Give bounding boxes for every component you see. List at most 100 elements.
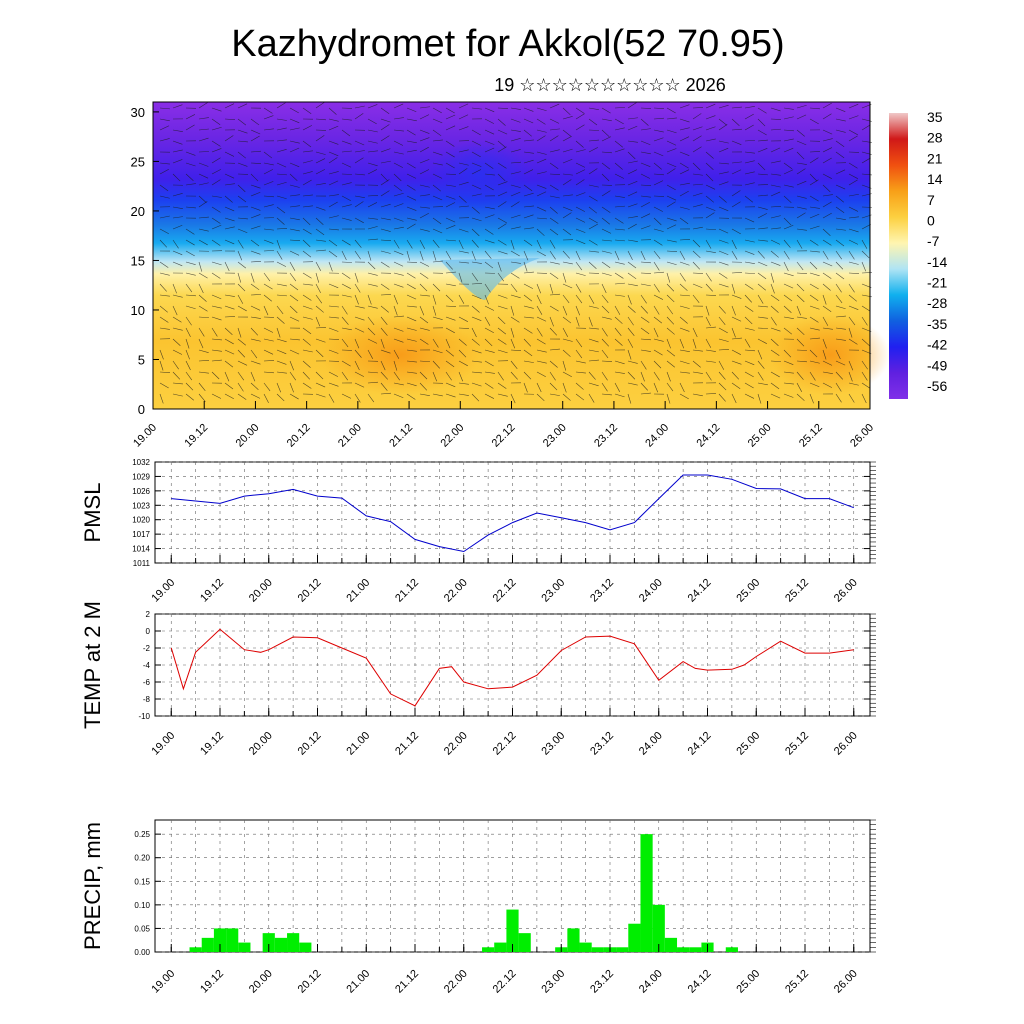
- wind-barb: [302, 160, 313, 164]
- wind-barb: [562, 116, 573, 120]
- wind-barb: [536, 191, 547, 197]
- wind-barb: [484, 184, 494, 191]
- wind-barb: [744, 106, 755, 109]
- wind-barb: [861, 239, 868, 249]
- wind-barb: [835, 371, 843, 380]
- wind-barb: [419, 129, 430, 134]
- wind-barb: [406, 261, 417, 263]
- wind-barb: [510, 360, 518, 369]
- wind-barb: [744, 171, 755, 175]
- wind-barb: [718, 348, 729, 351]
- wind-barb: [471, 217, 482, 222]
- wind-barb: [406, 223, 416, 230]
- wind-barb: [510, 371, 518, 380]
- wind-barb: [549, 327, 558, 336]
- wind-barb: [796, 360, 807, 363]
- wind-barb: [172, 250, 183, 256]
- wind-barb: [562, 179, 572, 186]
- wind-barb: [666, 148, 677, 153]
- wind-barb: [744, 272, 755, 274]
- wind-barb: [471, 272, 479, 282]
- wind-barb: [328, 382, 339, 387]
- wind-barb: [562, 212, 572, 219]
- y-tick-label: 5: [138, 352, 145, 367]
- wind-barb: [588, 338, 599, 343]
- wind-barb: [419, 382, 428, 391]
- wind-barb: [445, 294, 454, 303]
- wind-barb: [809, 305, 820, 310]
- wind-barb: [380, 382, 388, 391]
- wind-barb: [549, 162, 559, 169]
- wind-barb: [835, 294, 843, 304]
- wind-barb: [419, 137, 430, 142]
- wind-barb: [523, 283, 533, 289]
- wind-barb: [315, 169, 326, 175]
- wind-barb: [419, 239, 426, 249]
- wind-barb: [354, 201, 364, 208]
- wind-barb: [601, 151, 612, 154]
- wind-barb: [822, 147, 833, 153]
- wind-barb: [263, 204, 274, 208]
- wind-barb: [341, 182, 352, 186]
- wind-barb: [523, 371, 532, 380]
- wind-barb: [445, 151, 455, 158]
- wind-barb: [172, 327, 183, 331]
- wind-barb: [458, 103, 469, 109]
- wind-barb: [731, 305, 736, 316]
- wind-barb: [406, 349, 417, 352]
- wind-barb: [796, 393, 805, 401]
- wind-barb: [328, 239, 338, 247]
- wind-barb: [705, 250, 716, 254]
- wind-barb: [341, 316, 349, 325]
- wind-barb: [718, 195, 727, 203]
- wind-barb: [523, 169, 534, 175]
- wind-barb: [783, 272, 794, 277]
- wind-barb: [354, 150, 365, 153]
- wind-barb: [302, 382, 312, 389]
- wind-barb: [705, 195, 714, 203]
- wind-barb: [627, 349, 632, 360]
- wind-barb: [549, 118, 560, 124]
- wind-barb: [822, 173, 832, 179]
- x-tick-label: 19.00: [149, 968, 177, 996]
- wind-barb: [380, 118, 391, 123]
- x-tick-label: 20.00: [234, 422, 262, 450]
- y-tick-label: 1020: [132, 516, 150, 525]
- wind-barb: [302, 316, 313, 320]
- wind-barb: [432, 184, 442, 192]
- wind-barb: [185, 382, 194, 391]
- wind-barb: [172, 193, 183, 197]
- colorbar-label: 28: [927, 130, 943, 146]
- wind-barb: [328, 118, 339, 122]
- wind-barb: [822, 272, 832, 279]
- wind-barb: [302, 179, 312, 186]
- wind-barb: [679, 151, 690, 156]
- wind-barb: [796, 294, 805, 303]
- wind-barb: [354, 272, 359, 283]
- wind-barb: [185, 294, 196, 297]
- wind-barb: [445, 107, 455, 114]
- wind-barb: [263, 250, 274, 252]
- wind-barb: [575, 250, 581, 261]
- wind-barb: [497, 305, 508, 310]
- wind-barb: [328, 283, 339, 289]
- wind-barb: [497, 272, 504, 282]
- wind-barb: [523, 107, 534, 112]
- wind-barb: [822, 228, 831, 236]
- y-tick-label: -2: [143, 644, 151, 653]
- wind-barb: [172, 371, 181, 380]
- wind-barb: [497, 261, 502, 272]
- wind-barb: [471, 283, 482, 285]
- wind-barb: [770, 371, 780, 378]
- wind-barb: [354, 393, 361, 403]
- wind-barb: [367, 226, 378, 230]
- wind-barb: [809, 283, 819, 290]
- wind-barb: [627, 125, 638, 131]
- wind-barb: [198, 216, 209, 219]
- wind-barb: [562, 294, 570, 304]
- wind-barb: [679, 206, 690, 210]
- wind-barb: [432, 294, 437, 305]
- wind-barb: [432, 360, 440, 369]
- wind-barb: [861, 157, 871, 164]
- wind-barb: [289, 360, 294, 371]
